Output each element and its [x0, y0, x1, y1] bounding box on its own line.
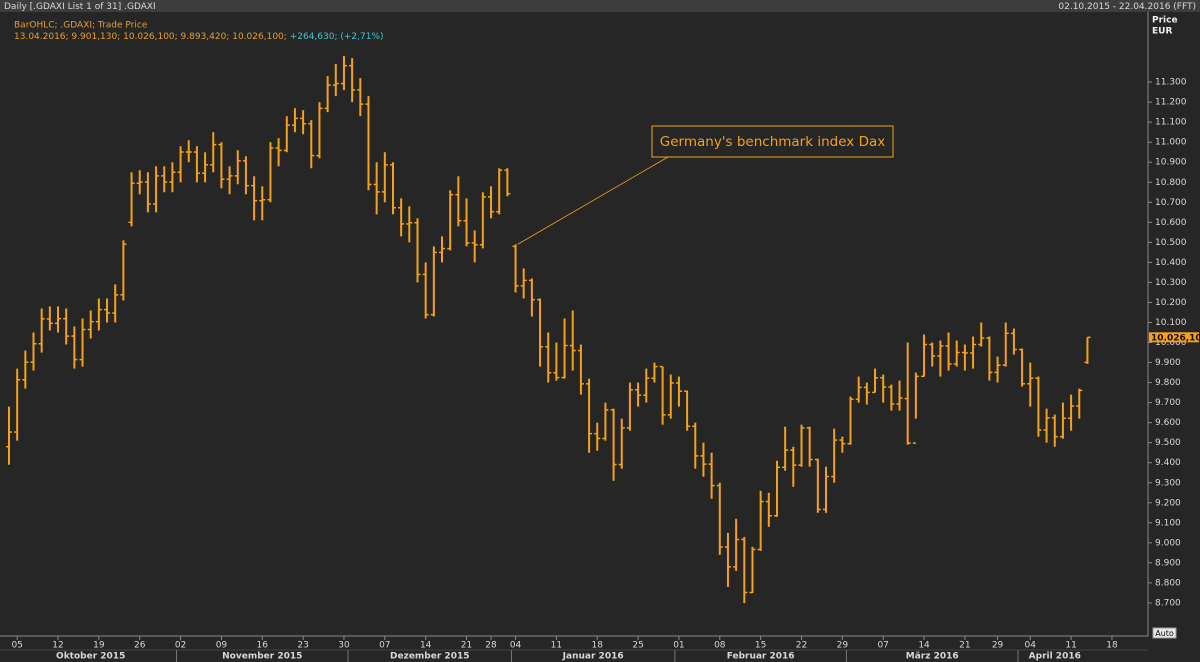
- x-tick-label: 26: [134, 641, 146, 651]
- x-tick-label: 25: [632, 641, 643, 651]
- y-tick-label: 10.800: [1155, 178, 1187, 188]
- y-tick-label: 10.300: [1155, 278, 1187, 288]
- y-tick-label: 9.200: [1155, 498, 1181, 508]
- x-tick-label: 22: [796, 641, 807, 651]
- y-axis-label: Price: [1152, 16, 1178, 26]
- y-tick-label: 9.600: [1155, 418, 1181, 428]
- date-range: 02.10.2015 - 22.04.2016 (FFT): [1058, 2, 1196, 12]
- x-tick-label: 14: [420, 641, 432, 651]
- x-tick-label: 04: [1025, 641, 1037, 651]
- auto-button[interactable]: [1152, 627, 1177, 639]
- change: +264,630; (+2,71%): [290, 32, 384, 42]
- info: 13.04.2016; 9.901,130; 10.026,100; 9.893…: [14, 32, 287, 42]
- chart-title: Daily [.GDAXI List 1 of 31] .GDAXI: [4, 2, 156, 12]
- x-tick-label: 02: [175, 641, 186, 651]
- x-tick-label: 21: [461, 641, 472, 651]
- last-price-label: 10.026,100: [1151, 333, 1200, 343]
- x-tick-label: 23: [297, 641, 308, 651]
- x-tick-label: 18: [592, 641, 604, 651]
- month-label: April 2016: [1029, 652, 1081, 662]
- y-tick-label: 9.400: [1155, 458, 1181, 468]
- x-tick-label: 14: [918, 641, 930, 651]
- x-tick-label: 07: [379, 641, 390, 651]
- x-tick-label: 07: [877, 641, 888, 651]
- y-tick-label: 9.800: [1155, 378, 1181, 388]
- month-label: November 2015: [222, 652, 302, 662]
- annotation-text: Germany's benchmark index Dax: [660, 134, 885, 150]
- last-price-marker: [1149, 332, 1199, 343]
- y-tick-label: 10.900: [1155, 158, 1187, 168]
- x-tick-label: 08: [714, 641, 726, 651]
- header-bar: [0, 0, 1200, 12]
- y-tick-label: 9.900: [1155, 358, 1181, 368]
- ohlc-series: [6, 56, 1091, 603]
- y-tick-label: 9.700: [1155, 398, 1181, 408]
- x-tick-label: 16: [257, 641, 269, 651]
- y-tick-label: 11.100: [1155, 118, 1187, 128]
- month-label: März 2016: [906, 652, 959, 662]
- annotation-box: [651, 125, 894, 158]
- y-tick-label: 10.400: [1155, 258, 1187, 268]
- x-tick-label: 28: [485, 641, 497, 651]
- y-tick-label: 8.900: [1155, 558, 1181, 568]
- annotation-connector: [517, 156, 669, 245]
- y-tick-label: 11.200: [1155, 98, 1187, 108]
- x-tick-label: 30: [338, 641, 350, 651]
- y-tick-label: 10.700: [1155, 198, 1187, 208]
- x-tick-label: 29: [992, 641, 1004, 651]
- x-tick-label: 05: [11, 641, 22, 651]
- info-line: 13.04.2016; 9.901,130; 10.026,100; 9.893…: [14, 32, 384, 42]
- y-axis-unit: EUR: [1152, 27, 1172, 37]
- y-tick-label: 8.700: [1155, 598, 1181, 608]
- y-tick-label: 8.800: [1155, 578, 1181, 588]
- y-tick-label: 11.000: [1155, 138, 1187, 148]
- legend: BarOHLC; .GDAXI; Trade Price: [14, 21, 148, 31]
- x-tick-label: 15: [755, 641, 766, 651]
- y-tick-label: 11.300: [1155, 78, 1187, 88]
- y-tick-label: 9.000: [1155, 538, 1181, 548]
- x-tick-label: 29: [837, 641, 849, 651]
- x-tick-label: 11: [551, 641, 562, 651]
- month-label: Oktober 2015: [56, 652, 125, 662]
- x-tick-label: 21: [959, 641, 970, 651]
- y-tick-label: 10.500: [1155, 238, 1187, 248]
- month-label: Februar 2016: [727, 652, 795, 662]
- auto-button-label[interactable]: Auto: [1155, 629, 1174, 638]
- y-tick-label: 10.000: [1155, 338, 1187, 348]
- x-tick-label: 09: [216, 641, 228, 651]
- x-tick-label: 12: [52, 641, 63, 651]
- y-tick-label: 10.100: [1155, 318, 1187, 328]
- y-tick-label: 9.100: [1155, 518, 1181, 528]
- y-tick-label: 10.600: [1155, 218, 1187, 228]
- y-tick-label: 9.500: [1155, 438, 1181, 448]
- x-tick-label: 01: [673, 641, 684, 651]
- x-tick-label: 19: [93, 641, 105, 651]
- month-label: Januar 2016: [562, 652, 624, 662]
- y-tick-label: 10.200: [1155, 298, 1187, 308]
- x-tick-label: 04: [510, 641, 522, 651]
- y-tick-label: 9.300: [1155, 478, 1181, 488]
- x-tick-label: 11: [1065, 641, 1076, 651]
- x-tick-label: 18: [1106, 641, 1118, 651]
- month-label: Dezember 2015: [390, 652, 469, 662]
